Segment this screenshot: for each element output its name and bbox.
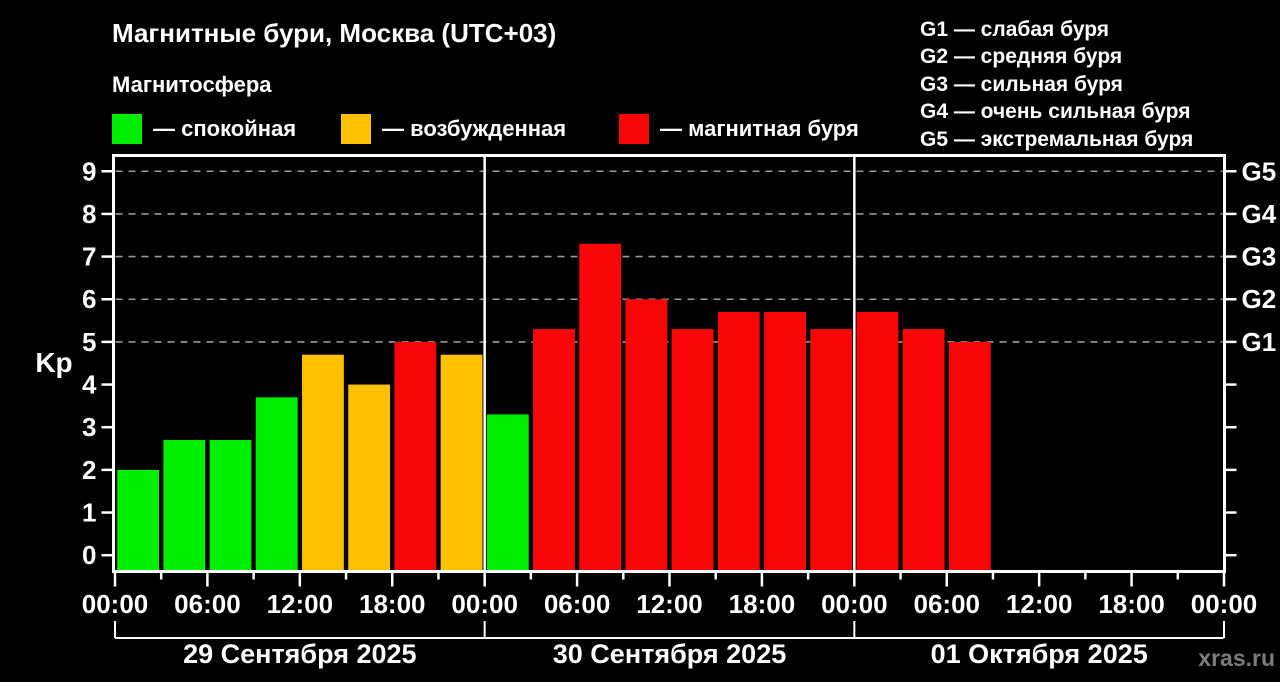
x-tick-label: 18:00: [359, 589, 426, 619]
kp-bar: [764, 312, 806, 571]
kp-bar: [579, 243, 622, 571]
kp-bar: [302, 354, 344, 571]
kp-bar: [625, 299, 668, 571]
watermark: xras.ru: [1198, 645, 1275, 671]
kp-bar: [856, 312, 899, 571]
kp-bar: [902, 329, 945, 571]
y-tick-label: 2: [82, 455, 96, 485]
legend-label-storm: — магнитная буря: [660, 116, 859, 141]
storm-scale-g2: G2 — средняя буря: [920, 45, 1123, 69]
y-tick-label: 6: [82, 284, 96, 314]
date-label: 01 Октября 2025: [931, 639, 1148, 669]
y-tick-label: 9: [82, 156, 96, 186]
y-tick-label: 3: [82, 412, 96, 442]
storm-scale-g4: G4 — очень сильная буря: [920, 100, 1191, 124]
y-tick-label: 7: [82, 242, 96, 272]
y-tick-label: 1: [82, 498, 96, 528]
kp-bar: [163, 440, 206, 571]
storm-scale-legend: G1 — слабая буря G2 — средняя буря G3 — …: [920, 16, 1193, 153]
x-tick-label: 06:00: [544, 589, 611, 619]
legend-label-quiet: — спокойная: [153, 116, 297, 141]
kp-bar: [810, 329, 853, 571]
magnetosphere-label: Магнитосфера: [112, 72, 272, 97]
legend-item-quiet: — спокойная: [112, 114, 296, 144]
legend-item-excited: — возбужденная: [341, 114, 566, 144]
storm-scale-g1: G1 — слабая буря: [920, 18, 1110, 41]
x-tick-label: 18:00: [729, 589, 796, 619]
storm-scale-g3: G3 — сильная буря: [920, 72, 1123, 96]
y-tick-label: 0: [82, 540, 96, 570]
g-scale-label: G4: [1242, 199, 1277, 229]
kp-bar: [348, 384, 391, 571]
x-tick-label: 12:00: [1006, 589, 1073, 619]
x-tick-label: 06:00: [914, 589, 981, 619]
kp-bar: [671, 329, 714, 571]
date-label: 29 Сентября 2025: [183, 639, 416, 669]
legend-label-excited: — возбужденная: [382, 116, 567, 141]
page-title: Магнитные бури, Москва (UTC+03): [112, 18, 557, 48]
g-scale-label: G2: [1242, 284, 1277, 314]
kp-bar: [948, 341, 991, 571]
kp-bar: [255, 397, 298, 571]
kp-bar: [209, 440, 252, 571]
kp-bar: [394, 341, 437, 571]
legend-item-storm: — магнитная буря: [619, 114, 859, 144]
kp-bar: [440, 354, 483, 571]
y-tick-label: 5: [82, 327, 96, 357]
x-tick-label: 00:00: [451, 589, 518, 619]
excited-color-swatch: [341, 114, 371, 144]
x-tick-label: 12:00: [267, 589, 334, 619]
x-tick-label: 00:00: [82, 589, 149, 619]
storm-color-swatch: [619, 114, 649, 144]
g-scale-label: G5: [1242, 156, 1277, 186]
x-tick-label: 06:00: [174, 589, 241, 619]
y-tick-label: 8: [82, 199, 96, 229]
kp-bar: [717, 312, 760, 571]
x-tick-label: 00:00: [821, 589, 888, 619]
y-tick-label: 4: [82, 370, 97, 400]
quiet-color-swatch: [112, 114, 142, 144]
y-axis-title: Kp: [35, 347, 72, 378]
kp-bar: [533, 329, 575, 571]
date-label: 30 Сентября 2025: [553, 639, 786, 669]
x-tick-label: 18:00: [1098, 589, 1165, 619]
kp-bar: [486, 414, 529, 571]
x-tick-label: 12:00: [636, 589, 703, 619]
kp-bar: [117, 469, 160, 571]
x-tick-label: 00:00: [1191, 589, 1258, 619]
storm-scale-g5: G5 — экстремальная буря: [920, 127, 1194, 151]
g-scale-label: G3: [1242, 242, 1277, 272]
g-scale-label: G1: [1242, 327, 1277, 357]
